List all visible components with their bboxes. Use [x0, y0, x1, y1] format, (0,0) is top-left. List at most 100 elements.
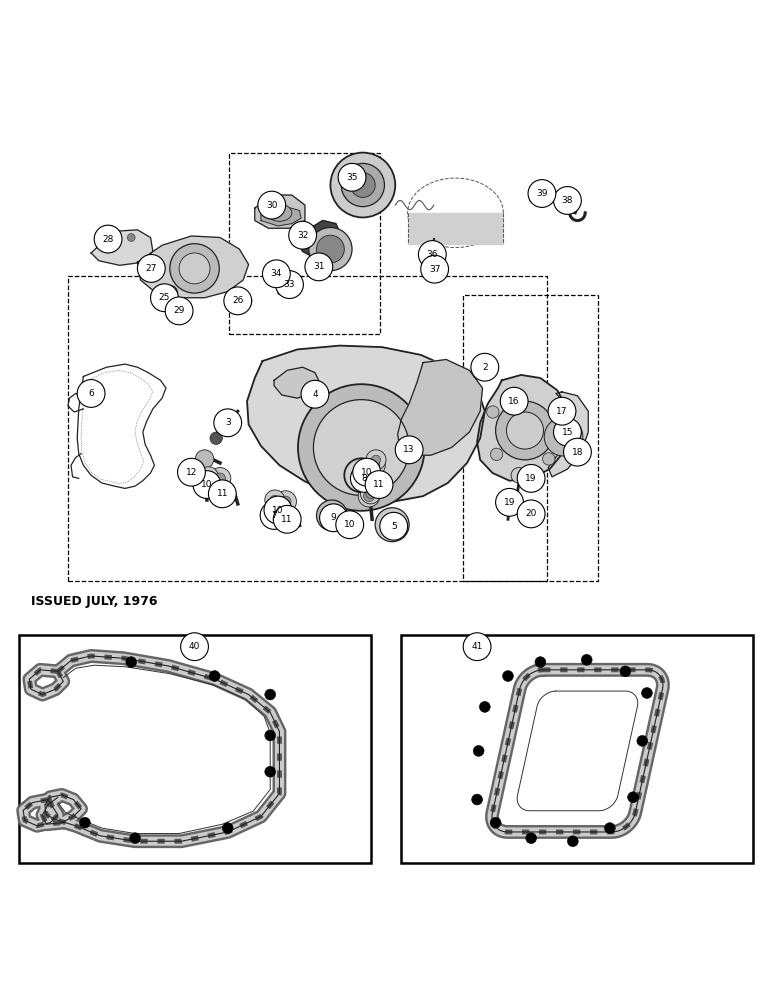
- Text: 10: 10: [201, 480, 212, 489]
- Circle shape: [421, 255, 449, 283]
- Circle shape: [369, 460, 380, 471]
- Circle shape: [486, 406, 499, 418]
- Circle shape: [496, 488, 523, 516]
- Circle shape: [320, 504, 347, 532]
- Circle shape: [178, 458, 205, 486]
- Circle shape: [511, 468, 527, 483]
- Circle shape: [554, 418, 581, 446]
- Circle shape: [104, 245, 112, 253]
- Circle shape: [463, 633, 491, 661]
- Circle shape: [301, 380, 329, 408]
- Bar: [401, 635, 753, 863]
- Bar: [229, 153, 380, 334]
- Circle shape: [551, 406, 564, 418]
- Circle shape: [371, 455, 381, 464]
- Circle shape: [317, 500, 347, 531]
- Text: 41: 41: [472, 642, 482, 651]
- Text: 30: 30: [266, 201, 277, 210]
- Circle shape: [258, 191, 286, 219]
- Circle shape: [276, 271, 303, 299]
- Polygon shape: [408, 213, 503, 244]
- Circle shape: [336, 511, 364, 539]
- Circle shape: [581, 654, 592, 665]
- Circle shape: [338, 163, 366, 191]
- Circle shape: [262, 260, 290, 288]
- Text: 10: 10: [344, 520, 355, 529]
- Text: 3: 3: [225, 418, 231, 427]
- Circle shape: [543, 453, 555, 465]
- Circle shape: [341, 163, 384, 207]
- Circle shape: [137, 255, 165, 282]
- Circle shape: [193, 471, 221, 498]
- Text: 10: 10: [273, 506, 283, 515]
- Text: 35: 35: [347, 173, 357, 182]
- Circle shape: [544, 417, 583, 456]
- Circle shape: [535, 657, 546, 668]
- Circle shape: [170, 244, 219, 293]
- Circle shape: [564, 438, 591, 466]
- Circle shape: [195, 450, 214, 468]
- Text: 28: 28: [103, 235, 113, 244]
- Text: 36: 36: [427, 250, 438, 259]
- Circle shape: [628, 792, 638, 803]
- Circle shape: [209, 671, 220, 681]
- Bar: [463, 295, 598, 581]
- Circle shape: [126, 657, 137, 668]
- Text: 2: 2: [482, 363, 488, 372]
- Text: 9: 9: [330, 513, 337, 522]
- Circle shape: [275, 491, 296, 512]
- Text: 11: 11: [217, 489, 228, 498]
- Circle shape: [642, 688, 652, 698]
- Text: 40: 40: [189, 642, 200, 651]
- Circle shape: [526, 833, 537, 844]
- Circle shape: [395, 436, 423, 464]
- Circle shape: [502, 492, 517, 508]
- Text: 20: 20: [526, 509, 537, 518]
- Circle shape: [289, 221, 317, 249]
- Text: 18: 18: [572, 448, 583, 457]
- Circle shape: [209, 468, 231, 489]
- Circle shape: [361, 484, 381, 504]
- Circle shape: [364, 491, 374, 502]
- Text: 19: 19: [526, 474, 537, 483]
- Circle shape: [323, 506, 341, 525]
- Polygon shape: [274, 367, 320, 398]
- Circle shape: [364, 454, 385, 476]
- Circle shape: [366, 489, 375, 498]
- Text: 15: 15: [562, 428, 573, 437]
- Circle shape: [208, 480, 236, 508]
- Text: 4: 4: [312, 390, 318, 399]
- Circle shape: [280, 496, 291, 507]
- Circle shape: [479, 701, 490, 712]
- Text: 10: 10: [361, 468, 372, 477]
- Circle shape: [506, 412, 543, 449]
- Circle shape: [264, 496, 292, 524]
- Text: 8: 8: [361, 474, 367, 483]
- Text: ISSUED JULY, 1976: ISSUED JULY, 1976: [31, 595, 157, 608]
- Bar: [68, 276, 547, 581]
- Circle shape: [317, 235, 344, 263]
- Text: 13: 13: [404, 445, 415, 454]
- Text: 37: 37: [429, 265, 440, 274]
- Circle shape: [94, 225, 122, 253]
- Circle shape: [305, 253, 333, 281]
- Circle shape: [539, 186, 554, 201]
- Polygon shape: [137, 236, 249, 298]
- Circle shape: [309, 227, 352, 271]
- Circle shape: [350, 464, 378, 492]
- Polygon shape: [247, 346, 485, 502]
- Circle shape: [270, 495, 279, 505]
- Circle shape: [353, 458, 381, 486]
- Circle shape: [620, 666, 631, 677]
- Circle shape: [473, 745, 484, 756]
- Circle shape: [204, 472, 213, 481]
- Circle shape: [265, 689, 276, 700]
- Text: 27: 27: [146, 264, 157, 273]
- Text: 7: 7: [271, 511, 277, 520]
- Circle shape: [224, 287, 252, 315]
- Polygon shape: [261, 207, 301, 226]
- Circle shape: [298, 384, 425, 511]
- Circle shape: [365, 471, 393, 498]
- Circle shape: [265, 766, 276, 777]
- Circle shape: [127, 234, 135, 241]
